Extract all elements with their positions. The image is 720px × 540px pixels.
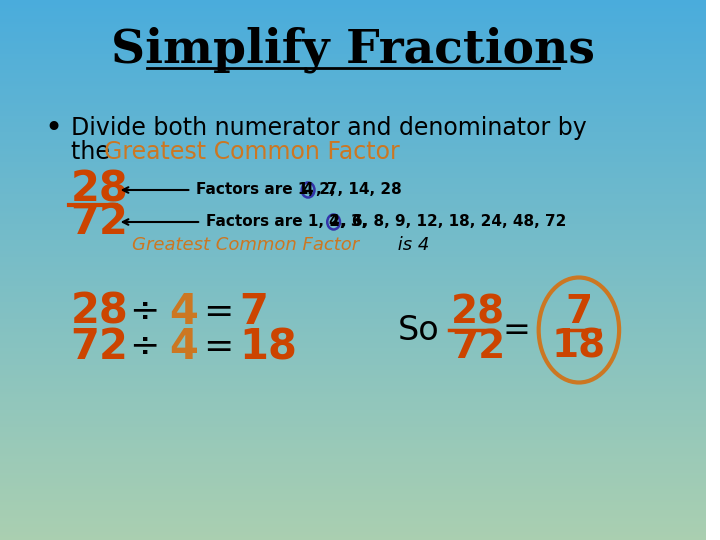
Text: 72: 72 bbox=[71, 201, 129, 243]
Text: •: • bbox=[44, 113, 62, 143]
Text: 7: 7 bbox=[565, 293, 593, 331]
Text: , 6, 8, 9, 12, 18, 24, 48, 72: , 6, 8, 9, 12, 18, 24, 48, 72 bbox=[341, 214, 567, 230]
Text: Factors are 1, 2,: Factors are 1, 2, bbox=[197, 183, 341, 198]
Text: Factors are 1, 2, 3,: Factors are 1, 2, 3, bbox=[206, 214, 372, 230]
Text: 18: 18 bbox=[240, 326, 297, 368]
Text: 7: 7 bbox=[240, 291, 269, 333]
Text: Divide both numerator and denominator by: Divide both numerator and denominator by bbox=[71, 116, 586, 140]
Text: Simplify Fractions: Simplify Fractions bbox=[111, 27, 595, 73]
Text: 28: 28 bbox=[451, 293, 505, 331]
Text: Greatest Common Factor: Greatest Common Factor bbox=[104, 140, 400, 164]
Text: =: = bbox=[203, 330, 233, 364]
Text: ÷: ÷ bbox=[130, 330, 160, 364]
Text: ÷: ÷ bbox=[130, 295, 160, 329]
Text: 72: 72 bbox=[451, 328, 505, 366]
Text: the: the bbox=[71, 140, 117, 164]
Text: =: = bbox=[503, 314, 530, 347]
Text: 4: 4 bbox=[168, 291, 197, 333]
Text: is 4: is 4 bbox=[392, 236, 430, 254]
Text: So: So bbox=[397, 314, 439, 347]
Text: 28: 28 bbox=[71, 169, 129, 211]
Text: , 7, 14, 28: , 7, 14, 28 bbox=[316, 183, 402, 198]
Text: Greatest Common Factor: Greatest Common Factor bbox=[132, 236, 359, 254]
Text: 4: 4 bbox=[168, 326, 197, 368]
Text: 4: 4 bbox=[303, 183, 313, 198]
Text: 18: 18 bbox=[552, 328, 606, 366]
Text: =: = bbox=[203, 295, 233, 329]
Text: 72: 72 bbox=[71, 326, 129, 368]
Text: 4: 4 bbox=[328, 214, 339, 230]
Text: 28: 28 bbox=[71, 291, 129, 333]
